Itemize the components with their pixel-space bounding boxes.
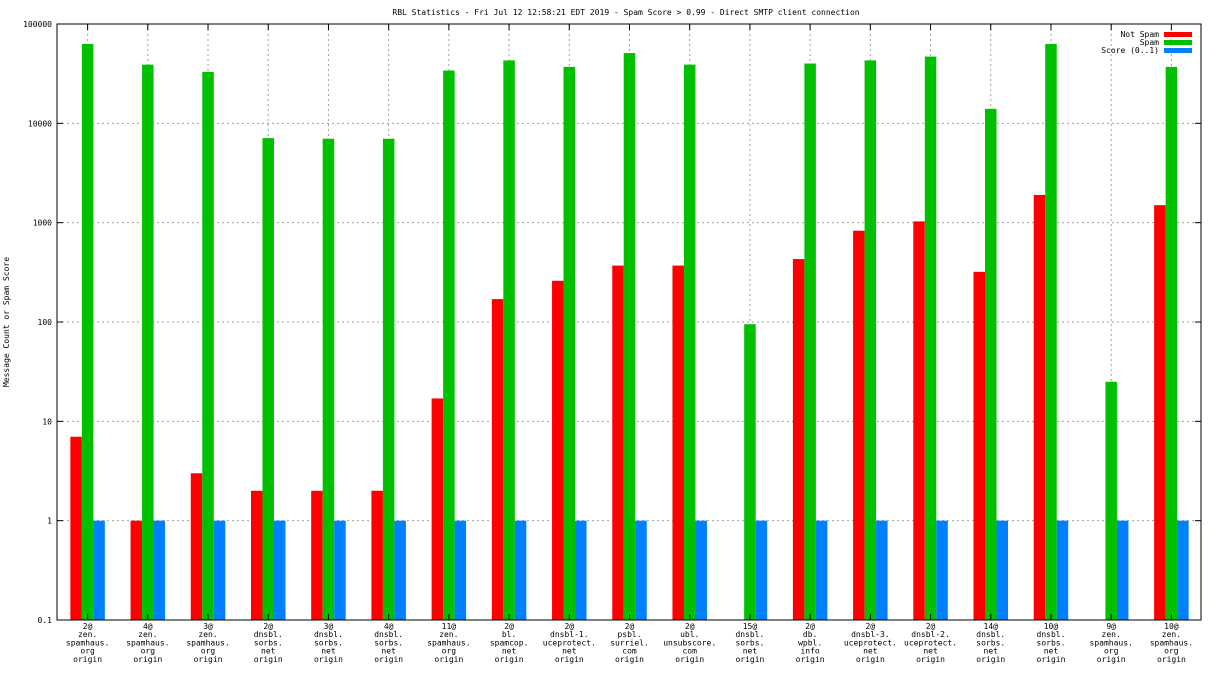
bar-spam: [262, 138, 274, 620]
bar-score-0-1: [1116, 520, 1129, 620]
legend-swatch: [1164, 32, 1192, 37]
chart-title: RBL Statistics - Fri Jul 12 12:58:21 EDT…: [392, 8, 859, 17]
bar-not-spam: [371, 490, 383, 620]
y-tick-label: 10: [42, 417, 52, 426]
bar-spam: [81, 43, 94, 620]
bar-not-spam: [973, 271, 986, 620]
x-tick-label: 2@ ubl. unsubscore. com origin: [663, 622, 716, 664]
x-tick-label: 10@ zen. spamhaus. org origin: [1150, 622, 1193, 664]
x-tick-label: 15@ dnsbl. sorbs. net origin: [735, 622, 764, 664]
bar-not-spam: [130, 520, 143, 620]
x-tick-label: 3@ zen. spamhaus. org origin: [186, 622, 229, 664]
y-tick-label: 1: [47, 517, 52, 526]
x-tick-label: 3@ dnsbl. sorbs. net origin: [314, 622, 343, 664]
bar-spam: [503, 60, 515, 620]
bar-not-spam: [1154, 205, 1166, 621]
y-axis-label: Message Count or Spam Score: [2, 257, 11, 387]
bar-not-spam: [672, 265, 684, 620]
bar-spam: [1045, 43, 1057, 620]
bar-score-0-1: [996, 520, 1009, 620]
bar-score-0-1: [575, 520, 587, 620]
bar-score-0-1: [454, 520, 467, 620]
bar-spam: [142, 64, 154, 621]
x-labels: 2@ zen. spamhaus. org origin 4@ zen. spamhaus. o…: [66, 622, 1193, 664]
x-tick-label: 2@ bl. spamcop. net origin: [490, 622, 529, 664]
bar-spam: [804, 63, 816, 621]
x-tick-label: 4@ dnsbl. sorbs. net origin: [374, 622, 403, 664]
bar-spam: [382, 138, 395, 620]
x-tick-label: 2@ dnsbl. sorbs. net origin: [254, 622, 283, 664]
x-tick-label: 2@ dnsbl-3. uceprotect. net origin: [844, 622, 897, 664]
bar-not-spam: [491, 299, 504, 620]
x-tick-label: 14@ dnsbl. sorbs. net origin: [976, 622, 1005, 664]
bar-score-0-1: [93, 520, 105, 620]
bar-spam: [563, 66, 576, 620]
bar-spam: [683, 64, 696, 621]
legend-label: Not Spam: [1120, 30, 1159, 39]
plot-border: [56, 23, 1202, 621]
bar-score-0-1: [695, 520, 707, 620]
bar-not-spam: [552, 280, 564, 620]
bar-score-0-1: [815, 520, 828, 620]
x-tick-label: 2@ dnsbl-2. uceprotect. net origin: [904, 622, 957, 664]
bar-spam: [322, 138, 335, 620]
bar-score-0-1: [394, 520, 406, 620]
bar-score-0-1: [1177, 520, 1189, 620]
x-tick-label: 4@ zen. spamhaus. org origin: [126, 622, 169, 664]
bar-spam: [1165, 66, 1178, 620]
y-tick-label: 100: [38, 318, 53, 327]
bar-score-0-1: [153, 520, 166, 620]
bar-spam: [924, 56, 937, 621]
x-tick-label: 2@ psbl. surriel. com origin: [610, 622, 649, 664]
y-tick-label: 100000: [23, 20, 52, 29]
bar-spam: [623, 53, 636, 620]
legend-swatch: [1164, 48, 1192, 53]
bar-spam: [864, 60, 877, 620]
bar-score-0-1: [936, 520, 948, 620]
bar-score-0-1: [635, 520, 647, 620]
bar-spam: [985, 108, 997, 621]
bar-not-spam: [612, 265, 624, 620]
x-tick-label: 9@ zen. spamhaus. org origin: [1090, 622, 1133, 664]
bar-score-0-1: [213, 520, 226, 620]
bar-score-0-1: [876, 520, 888, 620]
legend-label: Score (0..1): [1101, 46, 1159, 55]
bar-not-spam: [1033, 194, 1046, 620]
bar-spam: [744, 324, 756, 620]
bar-not-spam: [70, 436, 82, 620]
legend-swatch: [1164, 40, 1192, 45]
bar-not-spam: [311, 490, 323, 620]
x-tick-label: 10@ dnsbl. sorbs. net origin: [1037, 622, 1066, 664]
bar-score-0-1: [755, 520, 768, 620]
bar-not-spam: [431, 398, 444, 620]
bar-not-spam: [792, 259, 805, 620]
legend-label: Spam: [1140, 38, 1159, 47]
bar-not-spam: [190, 473, 203, 620]
bar-score-0-1: [514, 520, 527, 620]
y-tick-label: 0.1: [38, 616, 53, 625]
bar-spam: [202, 71, 214, 620]
bar-score-0-1: [334, 520, 346, 620]
x-tick-label: 2@ zen. spamhaus. org origin: [66, 622, 109, 664]
bar-spam: [443, 70, 455, 620]
x-tick-label: 11@ zen. spamhaus. org origin: [427, 622, 470, 664]
x-tick-label: 2@ db. wpbl. info origin: [796, 622, 825, 664]
bar-score-0-1: [273, 520, 286, 620]
y-tick-label: 1000: [33, 219, 52, 228]
bar-not-spam: [913, 221, 925, 621]
bar-not-spam: [853, 230, 865, 621]
y-tick-label: 10000: [28, 119, 52, 128]
bar-not-spam: [250, 490, 263, 620]
bar-score-0-1: [1056, 520, 1069, 620]
bars: [70, 43, 1189, 621]
bar-spam: [1105, 381, 1117, 620]
x-tick-label: 2@ dnsbl-1. uceprotect. net origin: [543, 622, 596, 664]
